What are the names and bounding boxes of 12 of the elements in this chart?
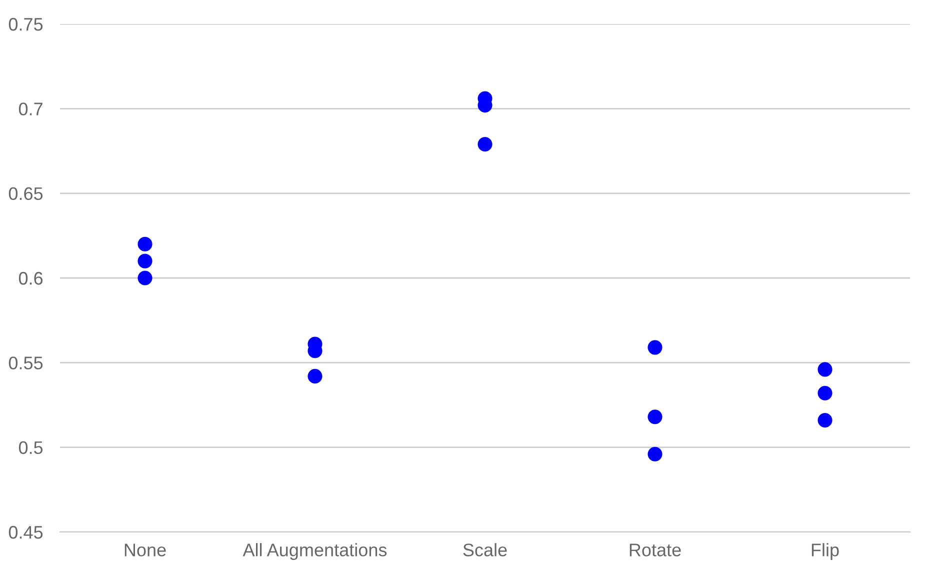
y-tick-label: 0.5: [18, 441, 43, 454]
x-tick-label: Flip: [812, 543, 839, 560]
x-tick-label: None: [124, 544, 166, 556]
y-tick-label: 0.6: [18, 272, 43, 285]
x-tick-label: Scale: [463, 543, 507, 556]
y-tick-label: 0.65: [8, 187, 43, 200]
x-tick-label: Rotate: [630, 544, 681, 556]
x-tick-label: All Augmentations: [242, 543, 387, 560]
y-tick-label: 0.75: [8, 18, 43, 31]
y-tick-label: 0.55: [8, 356, 43, 370]
y-tick-label: 0.45: [8, 526, 43, 539]
y-tick-label: 0.7: [18, 102, 42, 116]
